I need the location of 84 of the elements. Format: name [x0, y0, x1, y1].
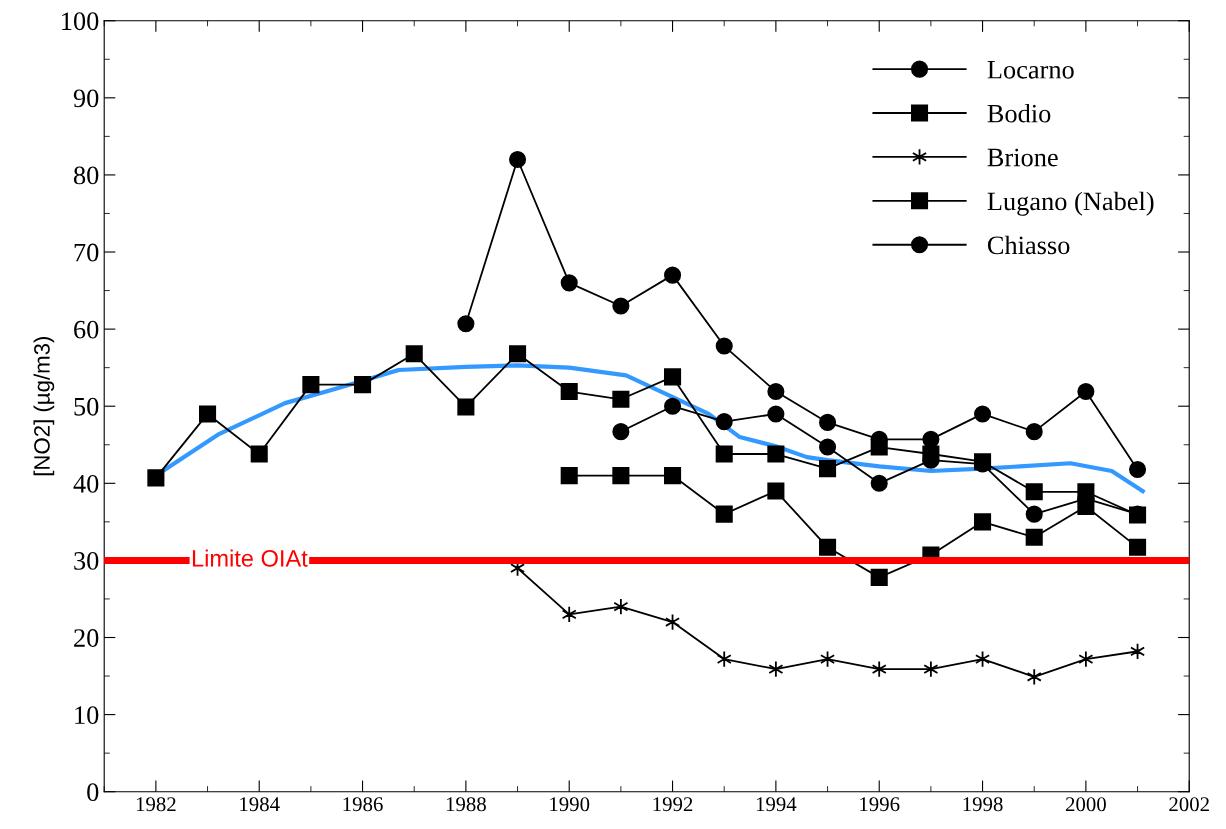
point — [560, 274, 578, 292]
point — [509, 345, 527, 363]
point — [1129, 538, 1147, 556]
y-tick-label: 80 — [73, 166, 99, 185]
point — [354, 376, 372, 394]
y-tick-label: 40 — [73, 474, 99, 493]
point — [715, 445, 733, 463]
point — [715, 505, 733, 523]
point — [509, 150, 527, 169]
point — [767, 383, 785, 401]
x-tick-label: 2002 — [1169, 797, 1209, 812]
point — [715, 413, 733, 431]
point — [1025, 483, 1043, 501]
point — [819, 413, 837, 431]
point — [250, 445, 268, 463]
x-tick-label: 1986 — [343, 797, 383, 812]
point — [923, 660, 939, 678]
point — [457, 398, 475, 416]
point — [768, 660, 784, 678]
x-tick-label: 1982 — [136, 797, 176, 812]
point — [664, 397, 682, 415]
point — [922, 430, 940, 448]
point — [974, 513, 992, 531]
point — [819, 538, 837, 556]
x-tick-label: 1994 — [756, 797, 797, 812]
x-tick-label: 1996 — [860, 797, 900, 812]
x-tick-label: 1998 — [963, 797, 1003, 812]
x-tick-label: 1990 — [550, 797, 590, 812]
x-tick-label: 1988 — [446, 797, 486, 812]
point — [612, 390, 630, 408]
point — [1077, 483, 1095, 501]
point — [560, 383, 578, 401]
point — [664, 368, 682, 386]
point — [767, 405, 785, 423]
point — [767, 482, 785, 500]
y-tick-label: 50 — [74, 397, 99, 416]
ref-line-label: Limite OIAt — [192, 549, 308, 567]
legend-label: Brione — [987, 148, 1058, 167]
point — [767, 445, 785, 463]
point — [1078, 650, 1094, 668]
point — [560, 467, 578, 485]
y-tick-label: 0 — [87, 783, 99, 802]
y-tick-label: 90 — [73, 89, 99, 108]
point — [870, 568, 888, 586]
point — [819, 438, 837, 456]
point — [1025, 423, 1043, 441]
point — [613, 598, 629, 616]
point — [1025, 505, 1043, 523]
point — [1025, 528, 1043, 546]
y-tick-label: 20 — [74, 629, 99, 647]
y-tick-label: 30 — [74, 552, 99, 570]
point — [612, 423, 630, 441]
point — [819, 460, 837, 478]
point — [1129, 460, 1147, 478]
point — [147, 469, 165, 487]
y-tick-label: 100 — [62, 12, 99, 31]
y-axis-title: [NO2] (µg/m3) — [33, 336, 55, 476]
x-tick-label: 1984 — [240, 797, 280, 812]
point — [457, 315, 475, 333]
y-tick-label: 60 — [74, 320, 99, 339]
point — [561, 605, 577, 623]
point — [870, 474, 888, 492]
point — [612, 467, 630, 485]
y-tick-label: 70 — [74, 243, 99, 262]
point — [664, 467, 682, 485]
point — [871, 660, 887, 678]
x-tick-label: 2000 — [1065, 797, 1106, 812]
point — [612, 297, 630, 315]
point — [1026, 668, 1042, 686]
point — [1077, 383, 1095, 401]
point — [715, 337, 733, 355]
point — [922, 445, 940, 463]
y-tick-label: 10 — [75, 706, 99, 725]
legend-label: Lugano (Nabel) — [987, 191, 1154, 216]
point — [405, 345, 423, 363]
point — [199, 405, 217, 423]
x-tick-label: 1992 — [653, 797, 693, 812]
point — [664, 266, 682, 284]
legend-label: Bodio — [987, 103, 1051, 123]
point — [716, 650, 732, 668]
point — [974, 405, 992, 423]
legend-label: Locarno — [987, 61, 1074, 79]
point — [302, 376, 320, 394]
legend-label: Chiasso — [987, 235, 1070, 255]
